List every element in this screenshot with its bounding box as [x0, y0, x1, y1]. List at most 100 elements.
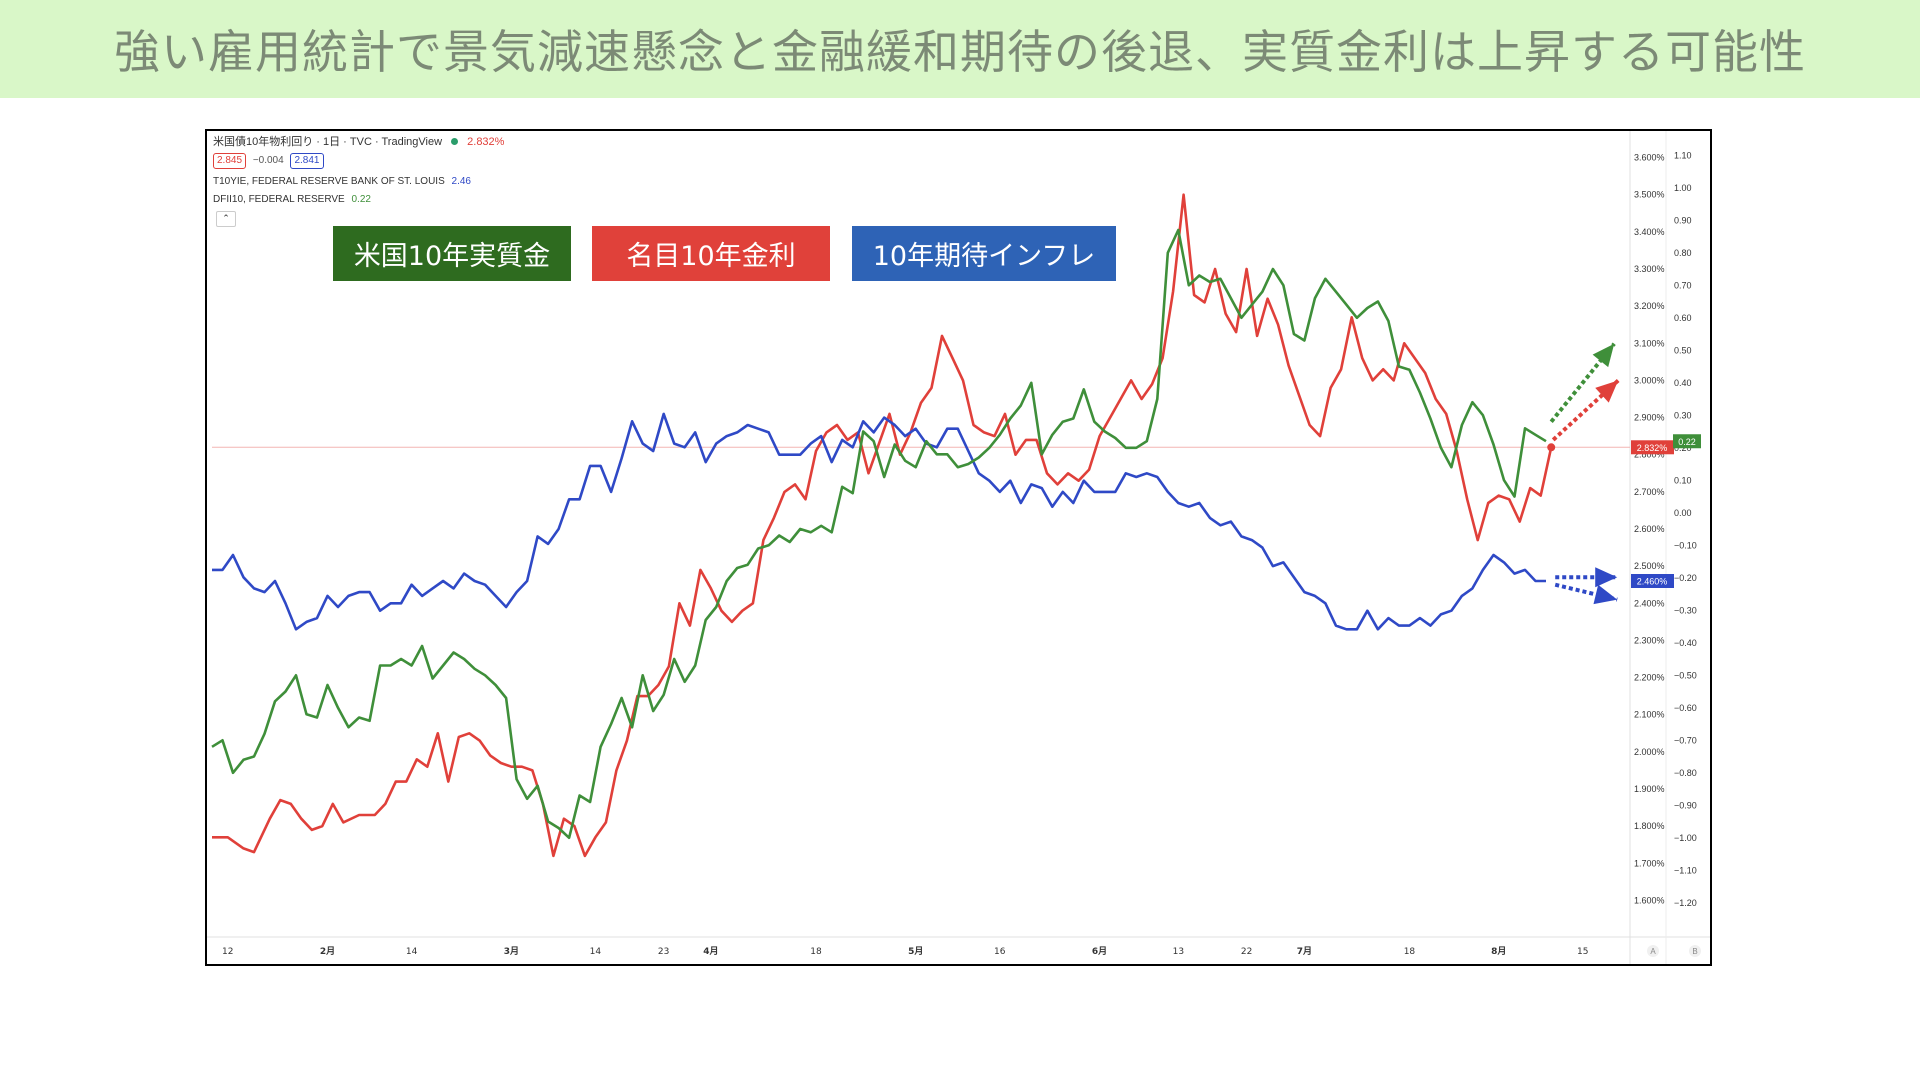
left-axis-tick-label: 1.600% — [1634, 895, 1665, 905]
x-tick-label: 4月 — [703, 946, 718, 957]
x-tick-label: 14 — [406, 947, 418, 957]
right-axis-tick-label: −0.40 — [1674, 638, 1697, 648]
tv-bid-pill[interactable]: 2.845 — [213, 153, 247, 169]
tv-t10yie-value: 2.46 — [451, 176, 471, 187]
left-axis-tick-label: 2.500% — [1634, 561, 1665, 571]
right-axis-tick-label: 1.00 — [1674, 183, 1692, 193]
x-tick-label: 2月 — [320, 946, 335, 957]
left-axis-tick-label: 2.400% — [1634, 598, 1665, 608]
right-axis-tick-label: 0.00 — [1674, 508, 1692, 518]
chevron-up-icon[interactable]: ⌃ — [216, 211, 236, 227]
right-axis-tick-label: 0.30 — [1674, 410, 1692, 420]
right-axis-tick-label: −0.70 — [1674, 735, 1697, 745]
legend-real-rate: 米国10年実質金 — [333, 226, 571, 281]
breakeven-price-tag: 2.460% — [1637, 577, 1668, 587]
real-price-tag-bg — [1673, 434, 1701, 449]
legend-nominal-rate: 名目10年金利 — [592, 226, 830, 281]
x-tick-label: 14 — [590, 947, 602, 957]
right-axis-tick-label: 0.40 — [1674, 378, 1692, 388]
tv-ask-pill[interactable]: 2.841 — [290, 153, 324, 169]
tv-dfii10-label: DFII10, FEDERAL RESERVE — [213, 194, 345, 205]
x-tick-label: 7月 — [1297, 946, 1312, 957]
left-axis-tick-label: 2.200% — [1634, 673, 1665, 683]
breakeven-price-tag-bg — [1631, 574, 1674, 588]
yield-chart[interactable]: 1.600% 1.700% 1.800% 1.900% 2.000% 2.100% 2.20… — [207, 131, 1710, 964]
real-forecast-arrow — [1549, 342, 1616, 424]
left-axis-tick-label: 2.900% — [1634, 413, 1665, 423]
right-axis-tick-label: −0.80 — [1674, 768, 1697, 778]
right-axis-tick-label: −0.30 — [1674, 605, 1697, 615]
right-axis-tick-label: 0.80 — [1674, 248, 1692, 258]
tv-live-dot-icon — [451, 138, 459, 145]
real-price-tag: 0.22 — [1678, 437, 1696, 447]
nominal-last-point — [1547, 443, 1556, 452]
tv-symbol-line: 米国債10年物利回り · 1日 · TVC · TradingView 2.83… — [213, 133, 504, 149]
left-axis-tick-label: 2.800% — [1634, 450, 1665, 460]
title-banner: 強い雇用統計で景気減速懸念と金融緩和期待の後退、実質金利は上昇する可能性 — [0, 0, 1920, 98]
left-axis-tick-label: 2.300% — [1634, 635, 1665, 645]
breakeven-forecast-arrow-1-head — [1595, 567, 1618, 588]
x-tick-label: 3月 — [504, 946, 519, 957]
x-tick-label: 18 — [1404, 947, 1416, 957]
tv-current-price: 2.832% — [467, 136, 505, 148]
x-tick-label: 15 — [1577, 947, 1588, 957]
right-axis-tick-label: −0.50 — [1674, 670, 1697, 680]
left-axis-tick-label: 3.600% — [1634, 153, 1665, 163]
legend-breakeven: 10年期待インフレ — [852, 226, 1116, 281]
x-tick-label: 13 — [1173, 947, 1184, 957]
corner-badge-label: B — [1692, 947, 1697, 956]
right-axis-tick-label: 0.60 — [1674, 313, 1692, 323]
tv-t10yie-row: T10YIE, FEDERAL RESERVE BANK OF ST. LOUI… — [213, 176, 471, 187]
corner-badge-bg — [1647, 945, 1659, 957]
nominal-forecast-arrow-head — [1595, 380, 1619, 403]
real-forecast-arrow-head — [1592, 343, 1615, 368]
right-axis-tick-label: −0.60 — [1674, 703, 1697, 713]
nominal-price-tag: 2.832% — [1637, 443, 1668, 453]
x-tick-label: 18 — [810, 947, 822, 957]
left-axis-tick-label: 2.000% — [1634, 747, 1665, 757]
x-tick-label: 12 — [222, 947, 233, 957]
left-axis-tick-label: 2.100% — [1634, 710, 1665, 720]
x-tick-label: 22 — [1241, 947, 1252, 957]
left-axis-tick-label: 3.000% — [1634, 375, 1665, 385]
real-yield-line — [211, 228, 1547, 840]
breakeven-forecast-arrow-2 — [1554, 582, 1618, 602]
right-axis-tick-label: −0.20 — [1674, 573, 1697, 583]
left-axis-tick-label: 1.800% — [1634, 821, 1665, 831]
tv-dfii10-value: 0.22 — [351, 194, 371, 205]
left-axis-tick-label: 3.500% — [1634, 190, 1665, 200]
left-axis-tick-label: 1.700% — [1634, 858, 1665, 868]
x-tick-label: 8月 — [1491, 946, 1506, 957]
left-axis-tick-label: 2.700% — [1634, 487, 1665, 497]
x-tick-label: 5月 — [908, 946, 923, 957]
tv-price-row: 2.845 −0.004 2.841 — [213, 153, 328, 169]
left-axis-tick-label: 3.100% — [1634, 338, 1665, 348]
right-axis-tick-label: 0.50 — [1674, 345, 1692, 355]
right-axis-tick-label: −0.10 — [1674, 540, 1697, 550]
tv-dfii10-row: DFII10, FEDERAL RESERVE 0.22 — [213, 194, 371, 205]
corner-badge-bg — [1689, 945, 1701, 957]
right-axis-tick-label: −1.20 — [1674, 898, 1697, 908]
left-axis-tick-label: 1.900% — [1634, 784, 1665, 794]
x-tick-label: 23 — [658, 947, 669, 957]
breakeven-line — [212, 412, 1546, 631]
right-axis-tick-label: 1.10 — [1674, 150, 1692, 160]
nominal-yield-line — [212, 193, 1553, 858]
right-axis-tick-label: −1.00 — [1674, 833, 1697, 843]
tv-change: −0.004 — [252, 155, 284, 166]
right-axis-tick-label: 0.10 — [1674, 475, 1692, 485]
tv-symbol-text: 米国債10年物利回り · 1日 · TVC · TradingView — [213, 136, 443, 148]
left-axis-tick-label: 3.200% — [1634, 301, 1665, 311]
right-axis-tick-label: −1.10 — [1674, 865, 1697, 875]
x-tick-label: 16 — [994, 947, 1006, 957]
page-title: 強い雇用統計で景気減速懸念と金融緩和期待の後退、実質金利は上昇する可能性 — [114, 25, 1806, 79]
x-tick-label: 6月 — [1092, 946, 1107, 957]
tv-t10yie-label: T10YIE, FEDERAL RESERVE BANK OF ST. LOUI… — [213, 176, 445, 187]
left-axis-tick-label: 3.300% — [1634, 264, 1665, 274]
left-axis-tick-label: 2.600% — [1634, 524, 1665, 534]
left-axis-tick-label: 3.400% — [1634, 227, 1665, 237]
right-axis-tick-label: −0.90 — [1674, 800, 1697, 810]
nominal-price-tag-bg — [1631, 440, 1674, 455]
right-axis-tick-label: 0.90 — [1674, 215, 1692, 225]
breakeven-forecast-arrow-2-head — [1593, 584, 1618, 605]
